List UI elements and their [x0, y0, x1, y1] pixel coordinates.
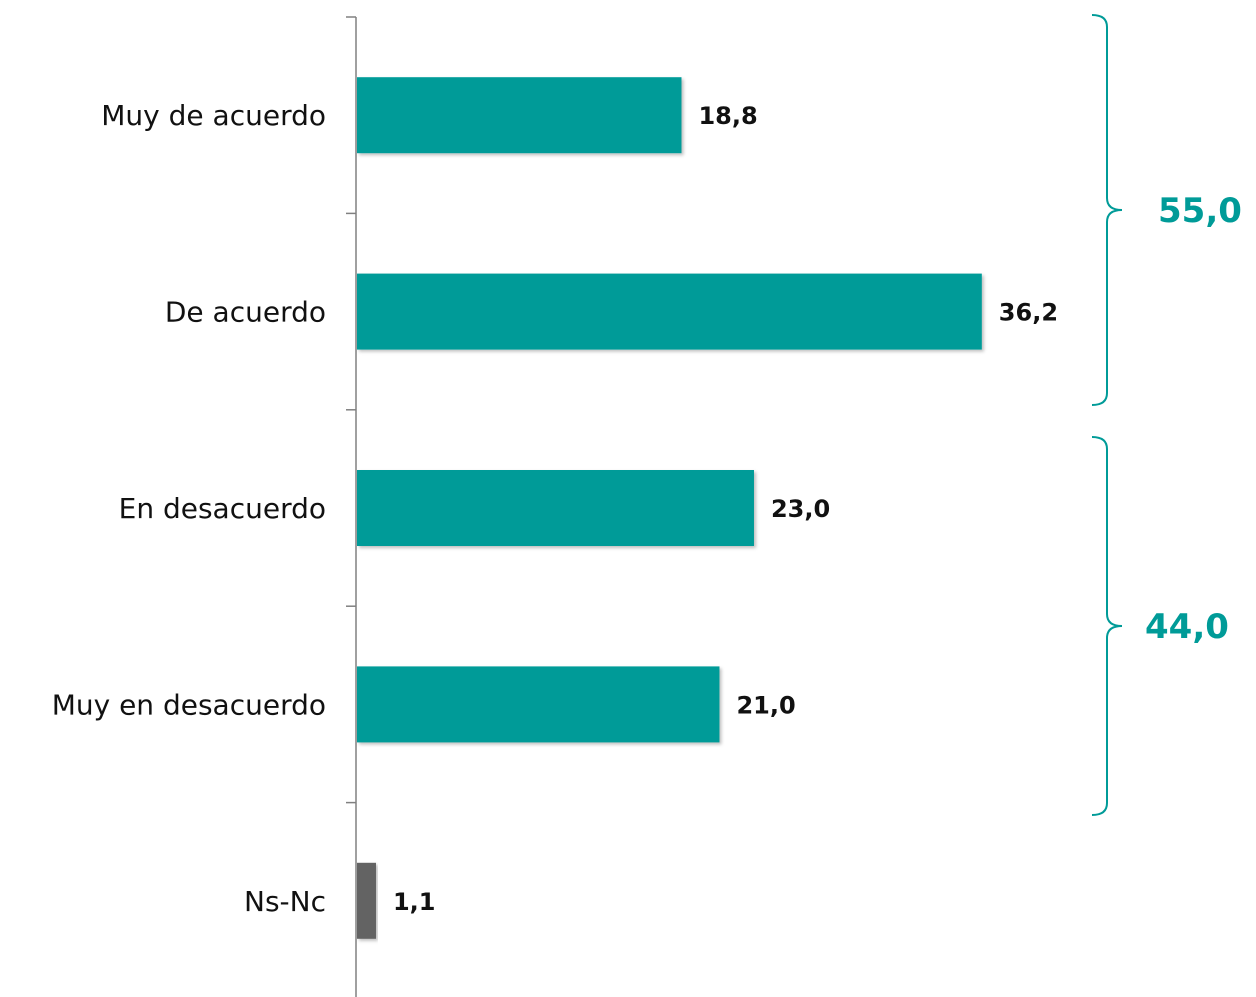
group-bracket — [1091, 14, 1123, 406]
bars — [357, 77, 982, 939]
group-bracket — [1091, 436, 1123, 816]
value-label: 1,1 — [393, 888, 436, 916]
category-label: Ns-Nc — [244, 885, 326, 918]
bar-de-acuerdo — [357, 273, 982, 350]
bar-en-desacuerdo — [357, 470, 754, 546]
value-label: 36,2 — [999, 299, 1058, 327]
group-total-label: 44,0 — [1145, 607, 1229, 647]
bar-muy-de-acuerdo — [357, 77, 682, 154]
category-label: De acuerdo — [165, 296, 326, 329]
category-label: En desacuerdo — [119, 492, 326, 525]
group-total-label: 55,0 — [1158, 191, 1242, 231]
bar-ns-nc — [357, 862, 376, 939]
category-label: Muy en desacuerdo — [52, 688, 326, 721]
category-axis — [346, 16, 357, 997]
value-label: 21,0 — [736, 691, 795, 719]
group-brackets: 55,0 44,0 — [1091, 14, 1242, 816]
bar-muy-en-desacuerdo — [357, 666, 720, 743]
category-label: Muy de acuerdo — [101, 99, 326, 132]
value-label: 18,8 — [698, 102, 757, 130]
labels: Muy de acuerdo 18,8 De acuerdo 36,2 En desac… — [52, 99, 1058, 918]
value-label: 23,0 — [771, 495, 830, 523]
